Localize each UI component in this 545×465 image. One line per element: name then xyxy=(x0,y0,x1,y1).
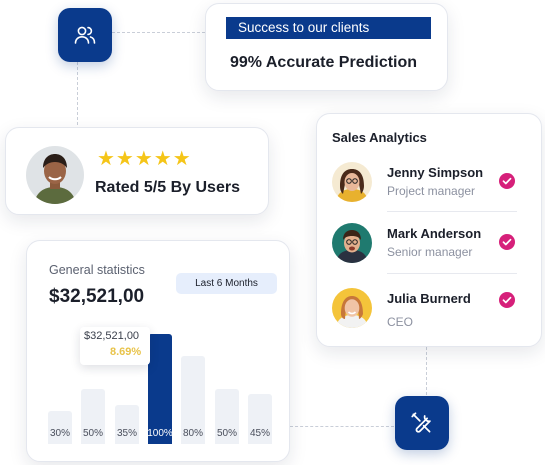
analytics-title: Sales Analytics xyxy=(332,130,427,145)
success-card: Success to our clients 99% Accurate Pred… xyxy=(205,3,448,91)
connector-line xyxy=(290,426,394,427)
tools-icon-tile xyxy=(395,396,449,450)
chart-bar[interactable] xyxy=(181,356,205,444)
users-icon-tile xyxy=(58,8,112,62)
bar-label: 35% xyxy=(116,428,137,439)
avatar xyxy=(332,223,372,263)
period-selector[interactable]: Last 6 Months xyxy=(176,273,277,294)
avatar xyxy=(332,288,372,328)
tools-icon xyxy=(411,412,431,433)
chart-tooltip: $32,521,00 8.69% xyxy=(80,327,150,365)
connector-line xyxy=(112,32,205,33)
success-banner: Success to our clients xyxy=(226,17,431,39)
chart-bar[interactable] xyxy=(148,334,172,444)
bar-label: 50% xyxy=(82,428,103,439)
rating-text: Rated 5/5 By Users xyxy=(95,179,240,196)
person-name: Julia Burnerd xyxy=(387,291,471,306)
bar-label: 100% xyxy=(147,428,173,439)
list-item[interactable]: Jenny Simpson Project manager xyxy=(332,162,517,214)
list-item[interactable]: Mark Anderson Senior manager xyxy=(332,223,517,275)
stats-value: $32,521,00 xyxy=(49,286,145,307)
chart-bar[interactable] xyxy=(48,411,72,444)
bar-label: 45% xyxy=(249,428,270,439)
avatar xyxy=(26,146,84,204)
person-role: Project manager xyxy=(387,184,476,198)
rating-card: ★★★★★ Rated 5/5 By Users xyxy=(5,127,269,215)
bar-label: 80% xyxy=(182,428,203,439)
accuracy-stat: 99% Accurate Prediction xyxy=(230,54,418,71)
connector-line xyxy=(426,347,427,395)
check-circle-icon xyxy=(499,234,515,250)
check-circle-icon xyxy=(499,173,515,189)
chart-bar[interactable] xyxy=(215,389,239,444)
connector-line xyxy=(77,62,78,125)
rating-stars: ★★★★★ xyxy=(97,148,192,170)
sales-analytics-card: Sales Analytics Jenny Simpson Project ma… xyxy=(316,113,542,347)
bar-label: 50% xyxy=(216,428,237,439)
bar-label: 30% xyxy=(49,428,70,439)
stats-label: General statistics xyxy=(49,263,145,277)
person-role: CEO xyxy=(387,315,414,329)
person-name: Mark Anderson xyxy=(387,226,482,241)
users-icon xyxy=(74,26,96,44)
chart-bar[interactable] xyxy=(115,405,139,444)
divider xyxy=(387,273,517,274)
chart-bar[interactable] xyxy=(248,394,272,444)
avatar xyxy=(332,162,372,202)
check-circle-icon xyxy=(499,292,515,308)
tooltip-percent: 8.69% xyxy=(110,346,142,358)
chart-bar[interactable] xyxy=(81,389,105,444)
divider xyxy=(387,211,517,212)
list-item[interactable]: Julia Burnerd CEO xyxy=(332,288,517,340)
person-name: Jenny Simpson xyxy=(387,165,484,180)
tooltip-value: $32,521,00 xyxy=(84,330,140,342)
person-role: Senior manager xyxy=(387,245,473,259)
general-statistics-card: General statistics $32,521,00 Last 6 Mon… xyxy=(26,240,290,462)
